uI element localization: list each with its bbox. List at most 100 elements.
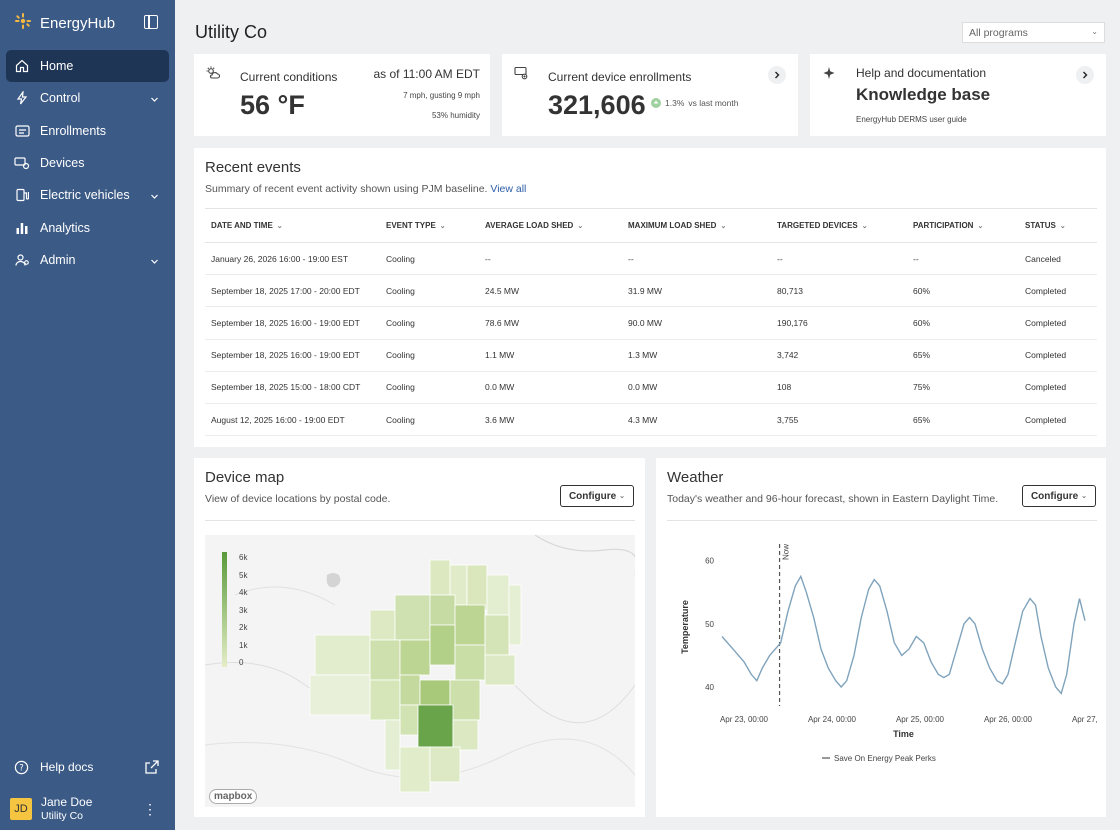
table-cell: 80,713 <box>771 274 907 308</box>
enrollments-change-note: vs last month <box>688 98 739 108</box>
sidebar-item-admin[interactable]: Admin <box>6 244 169 276</box>
divider <box>667 520 1097 521</box>
bolt-icon <box>14 90 30 106</box>
mapbox-logo: mapbox <box>209 789 258 804</box>
device-map-subtitle: View of device locations by postal code. <box>205 493 391 505</box>
sidebar-item-home[interactable]: Home <box>6 50 169 82</box>
x-tick-label: Apr 27, 00:00 <box>1072 715 1097 724</box>
configure-label: Configure <box>568 490 617 502</box>
devices-icon <box>14 155 30 171</box>
chevron-right-icon[interactable] <box>768 66 786 84</box>
sidebar-collapse-icon[interactable] <box>144 15 158 29</box>
column-header-label: MAXIMUM LOAD SHED <box>628 221 717 230</box>
sidebar-item-label: Admin <box>40 252 76 267</box>
help-card[interactable]: Help and documentation Knowledge base En… <box>810 54 1106 136</box>
table-row[interactable]: January 26, 2026 16:00 - 19:00 EST Coolin… <box>205 242 1097 276</box>
map-legend-label: 6k <box>239 553 248 562</box>
x-tick-label: Apr 23, 00:00 <box>720 715 769 724</box>
chevron-down-icon: ⌄ <box>1091 27 1098 36</box>
table-cell: Cooling <box>380 403 479 437</box>
column-header[interactable]: DATE AND TIME ⌄ <box>205 208 380 243</box>
table-row[interactable]: August 12, 2025 16:00 - 19:00 EDT Cooling… <box>205 403 1097 437</box>
table-cell: 75% <box>907 371 1019 404</box>
sidebar-item-label: Home <box>40 59 74 73</box>
configure-button[interactable]: Configure ⌄ <box>1022 485 1096 507</box>
column-header[interactable]: STATUS ⌄ <box>1019 208 1097 243</box>
temperature-series-line <box>721 574 1086 695</box>
chevron-down-icon[interactable] <box>150 93 159 107</box>
column-header[interactable]: AVERAGE LOAD SHED ⌄ <box>479 208 622 243</box>
conditions-card: Current conditions 56 °F as of 11:00 AM … <box>194 54 490 136</box>
brand[interactable]: EnergyHub <box>14 12 115 34</box>
sort-caret-icon: ⌄ <box>577 223 584 230</box>
table-row[interactable]: September 18, 2025 16:00 - 19:00 EDT Cool… <box>205 306 1097 340</box>
divider <box>205 520 635 521</box>
external-link-icon <box>145 760 159 777</box>
help-label: Help and documentation <box>856 66 987 80</box>
column-header[interactable]: TARGETED DEVICES ⌄ <box>771 208 907 243</box>
table-cell: 1.1 MW <box>479 339 622 372</box>
y-tick-label: 50 <box>705 620 714 629</box>
sidebar-item-enrollments[interactable]: Enrollments <box>6 115 169 147</box>
sort-caret-icon: ⌄ <box>977 223 984 230</box>
program-select[interactable]: All programs ⌄ <box>962 22 1105 43</box>
y-axis-label: Temperature <box>680 600 690 654</box>
user-menu[interactable]: JD Jane Doe Utility Co ⋮ <box>10 795 165 823</box>
chevron-down-icon[interactable] <box>150 190 159 204</box>
enrollments-card[interactable]: Current device enrollments 321,606 1.3% … <box>502 54 798 136</box>
table-cell: 3.6 MW <box>479 403 622 437</box>
svg-text:?: ? <box>19 762 23 772</box>
sidebar-item-control[interactable]: Control <box>6 82 169 114</box>
configure-button[interactable]: Configure ⌄ <box>560 485 634 507</box>
weather-chart[interactable]: 40 50 60 Apr 23, 00:00 Apr 24, 00:00 Apr 25, … <box>667 538 1097 778</box>
table-row[interactable]: September 18, 2025 16:00 - 19:00 EDT Cool… <box>205 339 1097 372</box>
table-row[interactable]: September 18, 2025 15:00 - 18:00 CDT Cool… <box>205 371 1097 404</box>
table-cell: 78.6 MW <box>479 306 622 340</box>
event-date-link[interactable]: September 18, 2025 15:00 - 18:00 CDT <box>205 371 380 404</box>
column-header-label: STATUS <box>1025 221 1056 230</box>
table-cell: Cooling <box>380 306 479 340</box>
admin-icon <box>14 252 30 268</box>
event-date-link[interactable]: August 12, 2025 16:00 - 19:00 EDT <box>205 403 380 437</box>
column-header[interactable]: EVENT TYPE ⌄ <box>380 208 479 243</box>
table-cell: 31.9 MW <box>622 274 771 308</box>
sidebar-item-electric-vehicles[interactable]: Electric vehicles <box>6 179 169 211</box>
sidebar-item-label: Control <box>40 91 81 106</box>
help-sub: EnergyHub DERMS user guide <box>856 115 967 124</box>
energyhub-logo-icon <box>14 12 32 35</box>
view-all-link[interactable]: View all <box>490 183 527 195</box>
event-date-link[interactable]: September 18, 2025 16:00 - 19:00 EDT <box>205 339 380 372</box>
weather-card: Weather Today's weather and 96-hour fore… <box>656 458 1106 817</box>
table-cell: 0.0 MW <box>479 371 622 404</box>
event-date-link[interactable]: September 18, 2025 16:00 - 19:00 EDT <box>205 306 380 340</box>
sidebar-item-label: Enrollments <box>40 123 106 138</box>
program-select-value: All programs <box>969 27 1028 39</box>
chevron-down-icon[interactable] <box>150 255 159 269</box>
help-title: Knowledge base <box>856 85 991 104</box>
help-docs-link[interactable]: ? Help docs <box>6 752 169 782</box>
column-header-label: AVERAGE LOAD SHED <box>485 221 574 230</box>
recent-events-subtitle-text: Summary of recent event activity shown u… <box>205 183 488 195</box>
table-cell: Cooling <box>380 274 479 308</box>
sidebar-item-analytics[interactable]: Analytics <box>6 212 169 244</box>
table-cell: 3,742 <box>771 339 907 372</box>
table-cell: 60% <box>907 274 1019 308</box>
table-row[interactable]: September 18, 2025 17:00 - 20:00 EDT Cool… <box>205 274 1097 308</box>
sparkle-icon <box>822 66 836 85</box>
column-header[interactable]: MAXIMUM LOAD SHED ⌄ <box>622 208 771 243</box>
device-map-card: Device map View of device locations by p… <box>194 458 645 817</box>
sidebar-item-devices[interactable]: Devices <box>6 147 169 179</box>
map-legend-label: 0 <box>239 658 244 667</box>
device-map[interactable]: 6k 5k 4k 3k 2k 1k 0 mapbox <box>205 535 635 807</box>
sort-caret-icon: ⌄ <box>720 223 727 230</box>
conditions-as-of: as of 11:00 AM EDT <box>373 67 481 81</box>
map-legend-label: 3k <box>239 605 248 615</box>
user-org: Utility Co <box>41 810 84 822</box>
event-date-link[interactable]: September 18, 2025 17:00 - 20:00 EDT <box>205 274 380 308</box>
chevron-right-icon[interactable] <box>1076 66 1094 84</box>
column-header[interactable]: PARTICIPATION ⌄ <box>907 208 1019 243</box>
configure-label: Configure <box>1030 490 1079 502</box>
column-header-label: DATE AND TIME <box>211 221 273 230</box>
more-vertical-icon[interactable]: ⋮ <box>143 801 157 817</box>
event-date-link[interactable]: January 26, 2026 16:00 - 19:00 EST <box>205 242 380 276</box>
